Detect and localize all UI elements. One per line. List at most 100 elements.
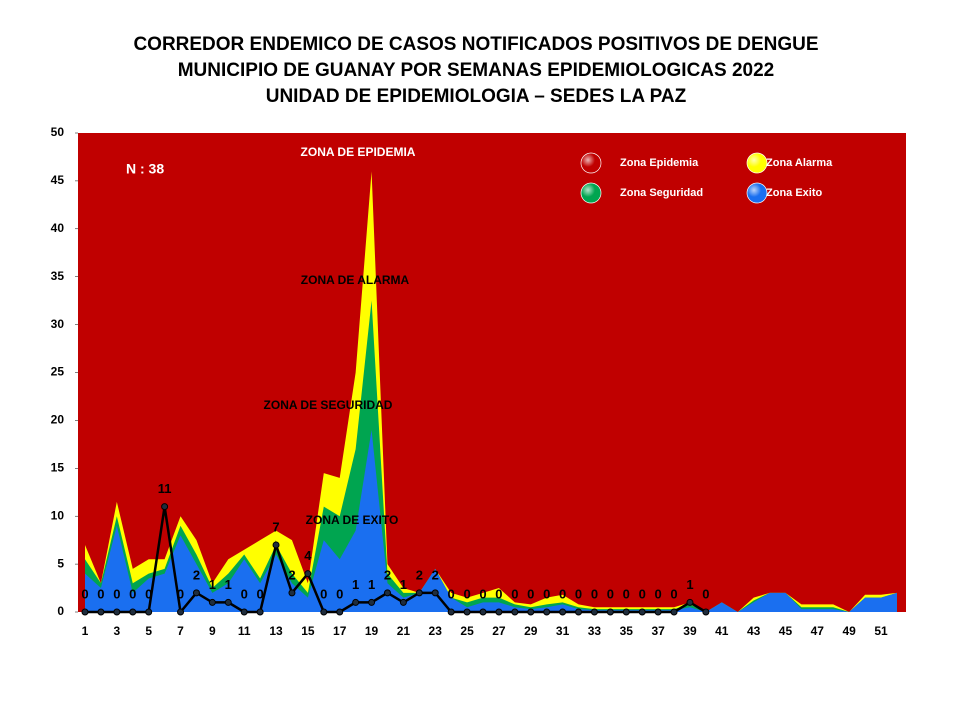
y-tick-label: 45 [51, 173, 65, 187]
case-point [240, 608, 248, 616]
case-point [224, 598, 232, 606]
case-point [208, 598, 216, 606]
data-label: 0 [113, 586, 120, 601]
data-label: 1 [225, 577, 232, 592]
case-point [447, 608, 455, 616]
x-tick-label: 41 [715, 624, 729, 638]
case-point [686, 598, 694, 606]
x-tick-label: 15 [301, 624, 315, 638]
case-point [399, 598, 407, 606]
case-point [81, 608, 89, 616]
zone-area [85, 429, 897, 612]
case-point [590, 608, 598, 616]
x-tick-label: 7 [177, 624, 184, 638]
data-label: 7 [272, 519, 279, 534]
case-point [368, 598, 376, 606]
x-tick-label: 1 [82, 624, 89, 638]
data-label: 0 [448, 586, 455, 601]
case-point [479, 608, 487, 616]
data-label: 4 [304, 548, 312, 563]
case-point [352, 598, 360, 606]
data-label: 2 [416, 567, 423, 582]
data-label: 1 [368, 577, 375, 592]
data-label: 0 [670, 586, 677, 601]
case-point [463, 608, 471, 616]
data-label: 0 [591, 586, 598, 601]
x-tick-label: 3 [113, 624, 120, 638]
x-tick-label: 23 [429, 624, 443, 638]
case-point [638, 608, 646, 616]
chart-title: CORREDOR ENDEMICO DE CASOS NOTIFICADOS P… [133, 34, 818, 55]
case-point [670, 608, 678, 616]
data-label: 1 [400, 577, 407, 592]
case-point [383, 589, 391, 597]
x-tick-label: 51 [874, 624, 888, 638]
case-point [145, 608, 153, 616]
legend-shine [747, 183, 767, 203]
data-label: 0 [97, 586, 104, 601]
data-label: 0 [129, 586, 136, 601]
data-label: 1 [686, 577, 693, 592]
data-label: 0 [145, 586, 152, 601]
legend-shine [747, 153, 767, 173]
case-point [336, 608, 344, 616]
legend-shine [581, 153, 601, 173]
case-point [495, 608, 503, 616]
y-tick-label: 30 [51, 317, 65, 331]
x-tick-label: 43 [747, 624, 761, 638]
y-tick-label: 0 [57, 604, 64, 618]
case-point [113, 608, 121, 616]
case-point [606, 608, 614, 616]
epidemia-zone [78, 133, 906, 612]
y-tick-label: 10 [51, 508, 65, 522]
chart-title: UNIDAD DE EPIDEMIOLOGIA – SEDES LA PAZ [266, 86, 687, 107]
y-tick-label: 5 [57, 556, 64, 570]
case-point [272, 541, 280, 549]
data-label: 2 [432, 567, 439, 582]
data-label: 0 [607, 586, 614, 601]
data-label: 0 [639, 586, 646, 601]
case-point [161, 503, 169, 511]
y-tick-label: 40 [51, 221, 65, 235]
case-point [575, 608, 583, 616]
data-label: 0 [623, 586, 630, 601]
x-tick-label: 33 [588, 624, 602, 638]
x-tick-label: 5 [145, 624, 152, 638]
data-label: 2 [288, 567, 295, 582]
data-label: 0 [463, 586, 470, 601]
data-label: 11 [158, 481, 172, 496]
data-label: 2 [384, 567, 391, 582]
case-point [177, 608, 185, 616]
data-label: 1 [352, 577, 359, 592]
data-label: 0 [81, 586, 88, 601]
x-tick-label: 19 [365, 624, 379, 638]
case-point [192, 589, 200, 597]
x-tick-label: 17 [333, 624, 347, 638]
x-tick-label: 47 [811, 624, 825, 638]
case-point [654, 608, 662, 616]
y-tick-label: 20 [51, 413, 65, 427]
case-point [622, 608, 630, 616]
data-label: 0 [479, 586, 486, 601]
legend-label: Zona Seguridad [620, 187, 703, 199]
data-label: 2 [193, 567, 200, 582]
x-tick-label: 29 [524, 624, 538, 638]
x-tick-label: 49 [842, 624, 856, 638]
x-tick-label: 25 [460, 624, 474, 638]
data-label: 0 [655, 586, 662, 601]
case-point [320, 608, 328, 616]
data-label: 0 [511, 586, 518, 601]
y-tick-label: 50 [51, 125, 65, 139]
zone-label: ZONA DE SEGURIDAD [264, 398, 393, 412]
x-tick-label: 31 [556, 624, 570, 638]
data-label: 0 [702, 586, 709, 601]
n-label: N : 38 [126, 161, 164, 177]
zone-label: ZONA DE ALARMA [301, 273, 410, 287]
x-tick-label: 27 [492, 624, 506, 638]
x-tick-label: 45 [779, 624, 793, 638]
zone-label: ZONA DE EPIDEMIA [301, 145, 416, 159]
y-tick-label: 15 [51, 460, 65, 474]
case-point [97, 608, 105, 616]
data-label: 1 [209, 577, 216, 592]
data-label: 0 [495, 586, 502, 601]
